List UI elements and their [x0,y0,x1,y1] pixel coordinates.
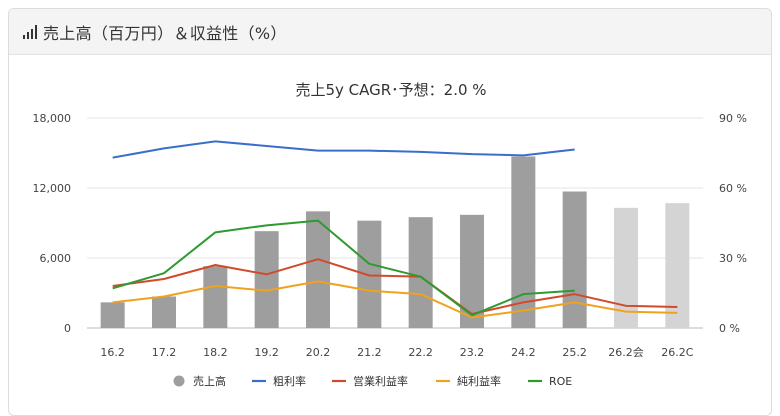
series-line [112,140,575,159]
x-tick-label: 19.2 [254,346,279,359]
legend-label: ROE [549,375,572,388]
x-tick-label: 20.2 [306,346,331,359]
bar [665,203,690,328]
bar [408,217,433,328]
card-title: 売上高（百万円）＆収益性（%） [43,23,287,43]
y-left-tick-label: 6,000 [40,252,72,265]
x-tick-label: 21.2 [357,346,382,359]
bar [614,207,638,328]
x-tick-label: 18.2 [203,346,228,359]
series-line [112,280,678,319]
bar [152,296,176,328]
card-header: 売上高（百万円）＆収益性（%） [9,9,771,55]
y-left-tick-label: 18,000 [33,112,72,125]
x-tick-label: 23.2 [460,346,485,359]
y-right-tick-label: 90 % [719,112,747,125]
y-right-tick-label: 0 % [719,322,740,335]
chart-title: 売上5y CAGR･予想：2.0 % [295,81,486,99]
x-tick-label: 26.2会 [608,346,644,359]
y-right-tick-label: 60 % [719,182,747,195]
y-left-tick-label: 12,000 [33,182,72,195]
x-tick-label: 22.2 [408,346,433,359]
bar [203,266,228,328]
x-tick-label: 24.2 [511,346,536,359]
bar-signal-icon [23,24,37,39]
bar [306,211,330,328]
combo-chart: 売上5y CAGR･予想：2.0 % 0 0 % 6,000 30 % 12,000 60… [33,81,747,388]
y-left-tick-label: 0 [64,322,71,335]
chart-card: 売上高（百万円）＆収益性（%） 売上5y CAGR･予想：2.0 % 0 0 % 6… [8,8,772,416]
x-tick-label: 17.2 [152,346,177,359]
x-tick-label: 16.2 [100,346,125,359]
legend-label: 粗利率 [273,374,306,388]
series-line [112,258,678,315]
x-tick-label: 26.2C [661,346,693,359]
y-right-tick-label: 30 % [719,252,747,265]
bar [562,191,587,328]
legend-swatch [173,375,185,387]
legend-label: 純利益率 [457,374,501,388]
series-line [112,219,575,317]
legend-label: 営業利益率 [353,374,408,388]
bar [511,156,536,328]
x-tick-label: 25.2 [562,346,587,359]
bar [100,302,125,328]
bar [357,220,382,328]
legend-label: 売上高 [193,374,226,388]
bar [254,231,279,328]
